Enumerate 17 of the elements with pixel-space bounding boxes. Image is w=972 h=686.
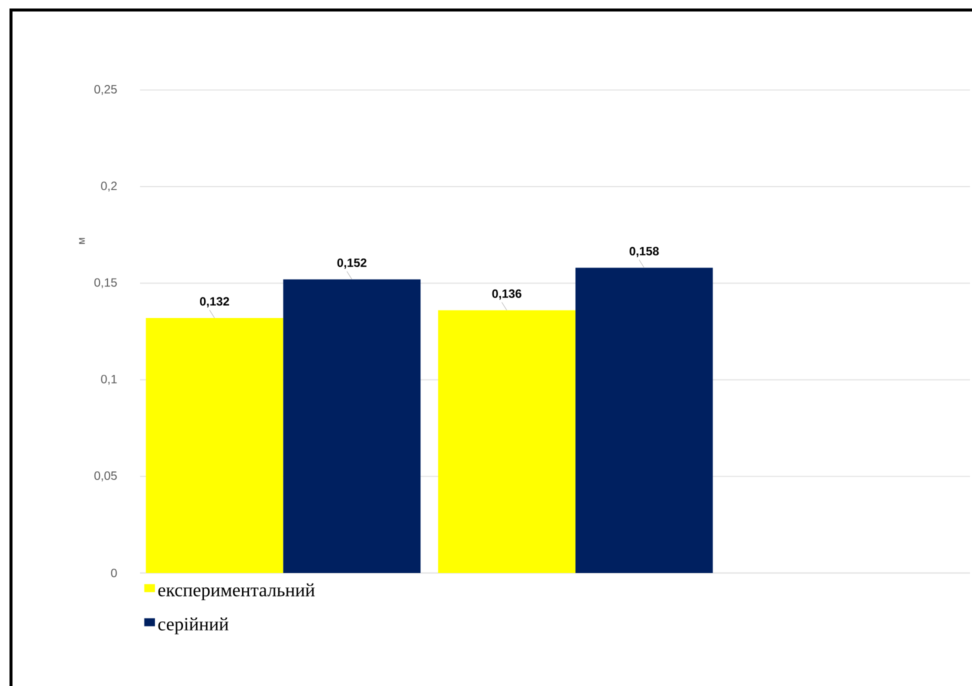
data-label: 0,158 <box>630 246 659 258</box>
bar <box>283 279 421 573</box>
legend-label: експериментальний <box>158 583 315 600</box>
y-tick-label: 0,1 <box>101 374 117 385</box>
legend-label: серійний <box>158 618 228 634</box>
data-label: 0,136 <box>492 289 522 300</box>
data-label: 0,152 <box>337 258 366 269</box>
y-tick-label: 0,15 <box>94 278 117 288</box>
y-tick-label: 0 <box>111 568 117 578</box>
bar <box>146 318 284 573</box>
bar <box>575 268 713 573</box>
y-axis-title: м <box>79 238 85 244</box>
bar <box>438 310 576 573</box>
y-tick-label: 0,25 <box>94 85 117 95</box>
y-tick-label: 0,05 <box>94 471 117 482</box>
y-tick-label: 0,2 <box>101 182 117 192</box>
data-label: 0,132 <box>200 297 230 308</box>
